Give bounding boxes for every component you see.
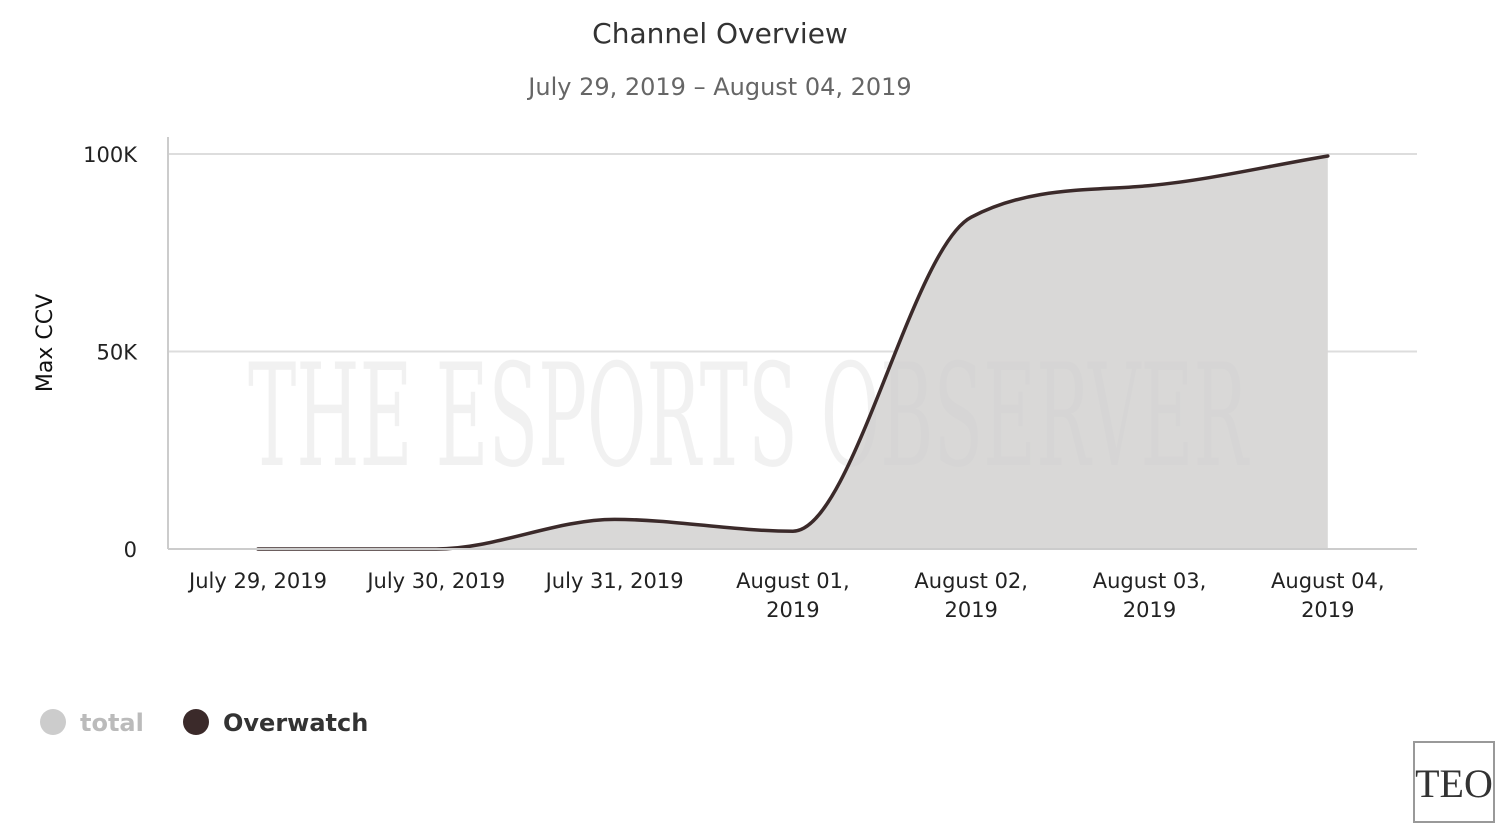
x-tick-label-1: July 30, 2019 [365,569,505,593]
legend-marker [183,709,209,735]
x-tick-line: 2019 [944,598,997,622]
y-tick-label-1: 50K [97,341,139,365]
x-tick-label-2: July 31, 2019 [544,569,684,593]
chart-title: Channel Overview [592,17,848,50]
x-tick-line: August 02, [914,569,1028,593]
axes [167,137,1417,550]
x-tick-line: July 29, 2019 [187,569,327,593]
teo-logo: TEO [1413,741,1495,823]
watermark: THE ESPORTS OBSERVER [248,334,1250,499]
legend-label: total [80,709,144,737]
legend-item-overwatch[interactable]: Overwatch [183,709,368,737]
x-tick-line: 2019 [1301,598,1354,622]
logo-frame [1413,741,1495,823]
legend-item-total[interactable]: total [40,709,144,737]
x-axis-ticks: July 29, 2019 July 30, 2019 July 31, 2019 A… [187,569,1385,622]
x-tick-line: August 04, [1271,569,1385,593]
legend-label: Overwatch [223,709,368,737]
y-axis-ticks: 0 50K 100K [83,143,138,562]
x-tick-line: July 30, 2019 [365,569,505,593]
y-tick-label-0: 0 [124,538,137,562]
x-tick-line: 2019 [766,598,819,622]
legend: total Overwatch [40,709,368,737]
x-tick-label-4: August 02, 2019 [914,569,1028,622]
x-tick-line: August 01, [736,569,850,593]
x-tick-label-0: July 29, 2019 [187,569,327,593]
y-tick-label-2: 100K [83,143,138,167]
total-series[interactable] [258,155,1328,549]
chart-subtitle: July 29, 2019 – August 04, 2019 [526,73,911,101]
x-tick-label-5: August 03, 2019 [1093,569,1207,622]
x-tick-line: August 03, [1093,569,1207,593]
total-area[interactable] [258,155,1328,549]
logo-text: TEO [1415,761,1493,806]
x-tick-label-3: August 01, 2019 [736,569,850,622]
legend-marker [40,709,66,735]
x-tick-label-6: August 04, 2019 [1271,569,1385,622]
x-tick-line: July 31, 2019 [544,569,684,593]
y-axis-label: Max CCV [33,294,58,392]
x-tick-line: 2019 [1123,598,1176,622]
